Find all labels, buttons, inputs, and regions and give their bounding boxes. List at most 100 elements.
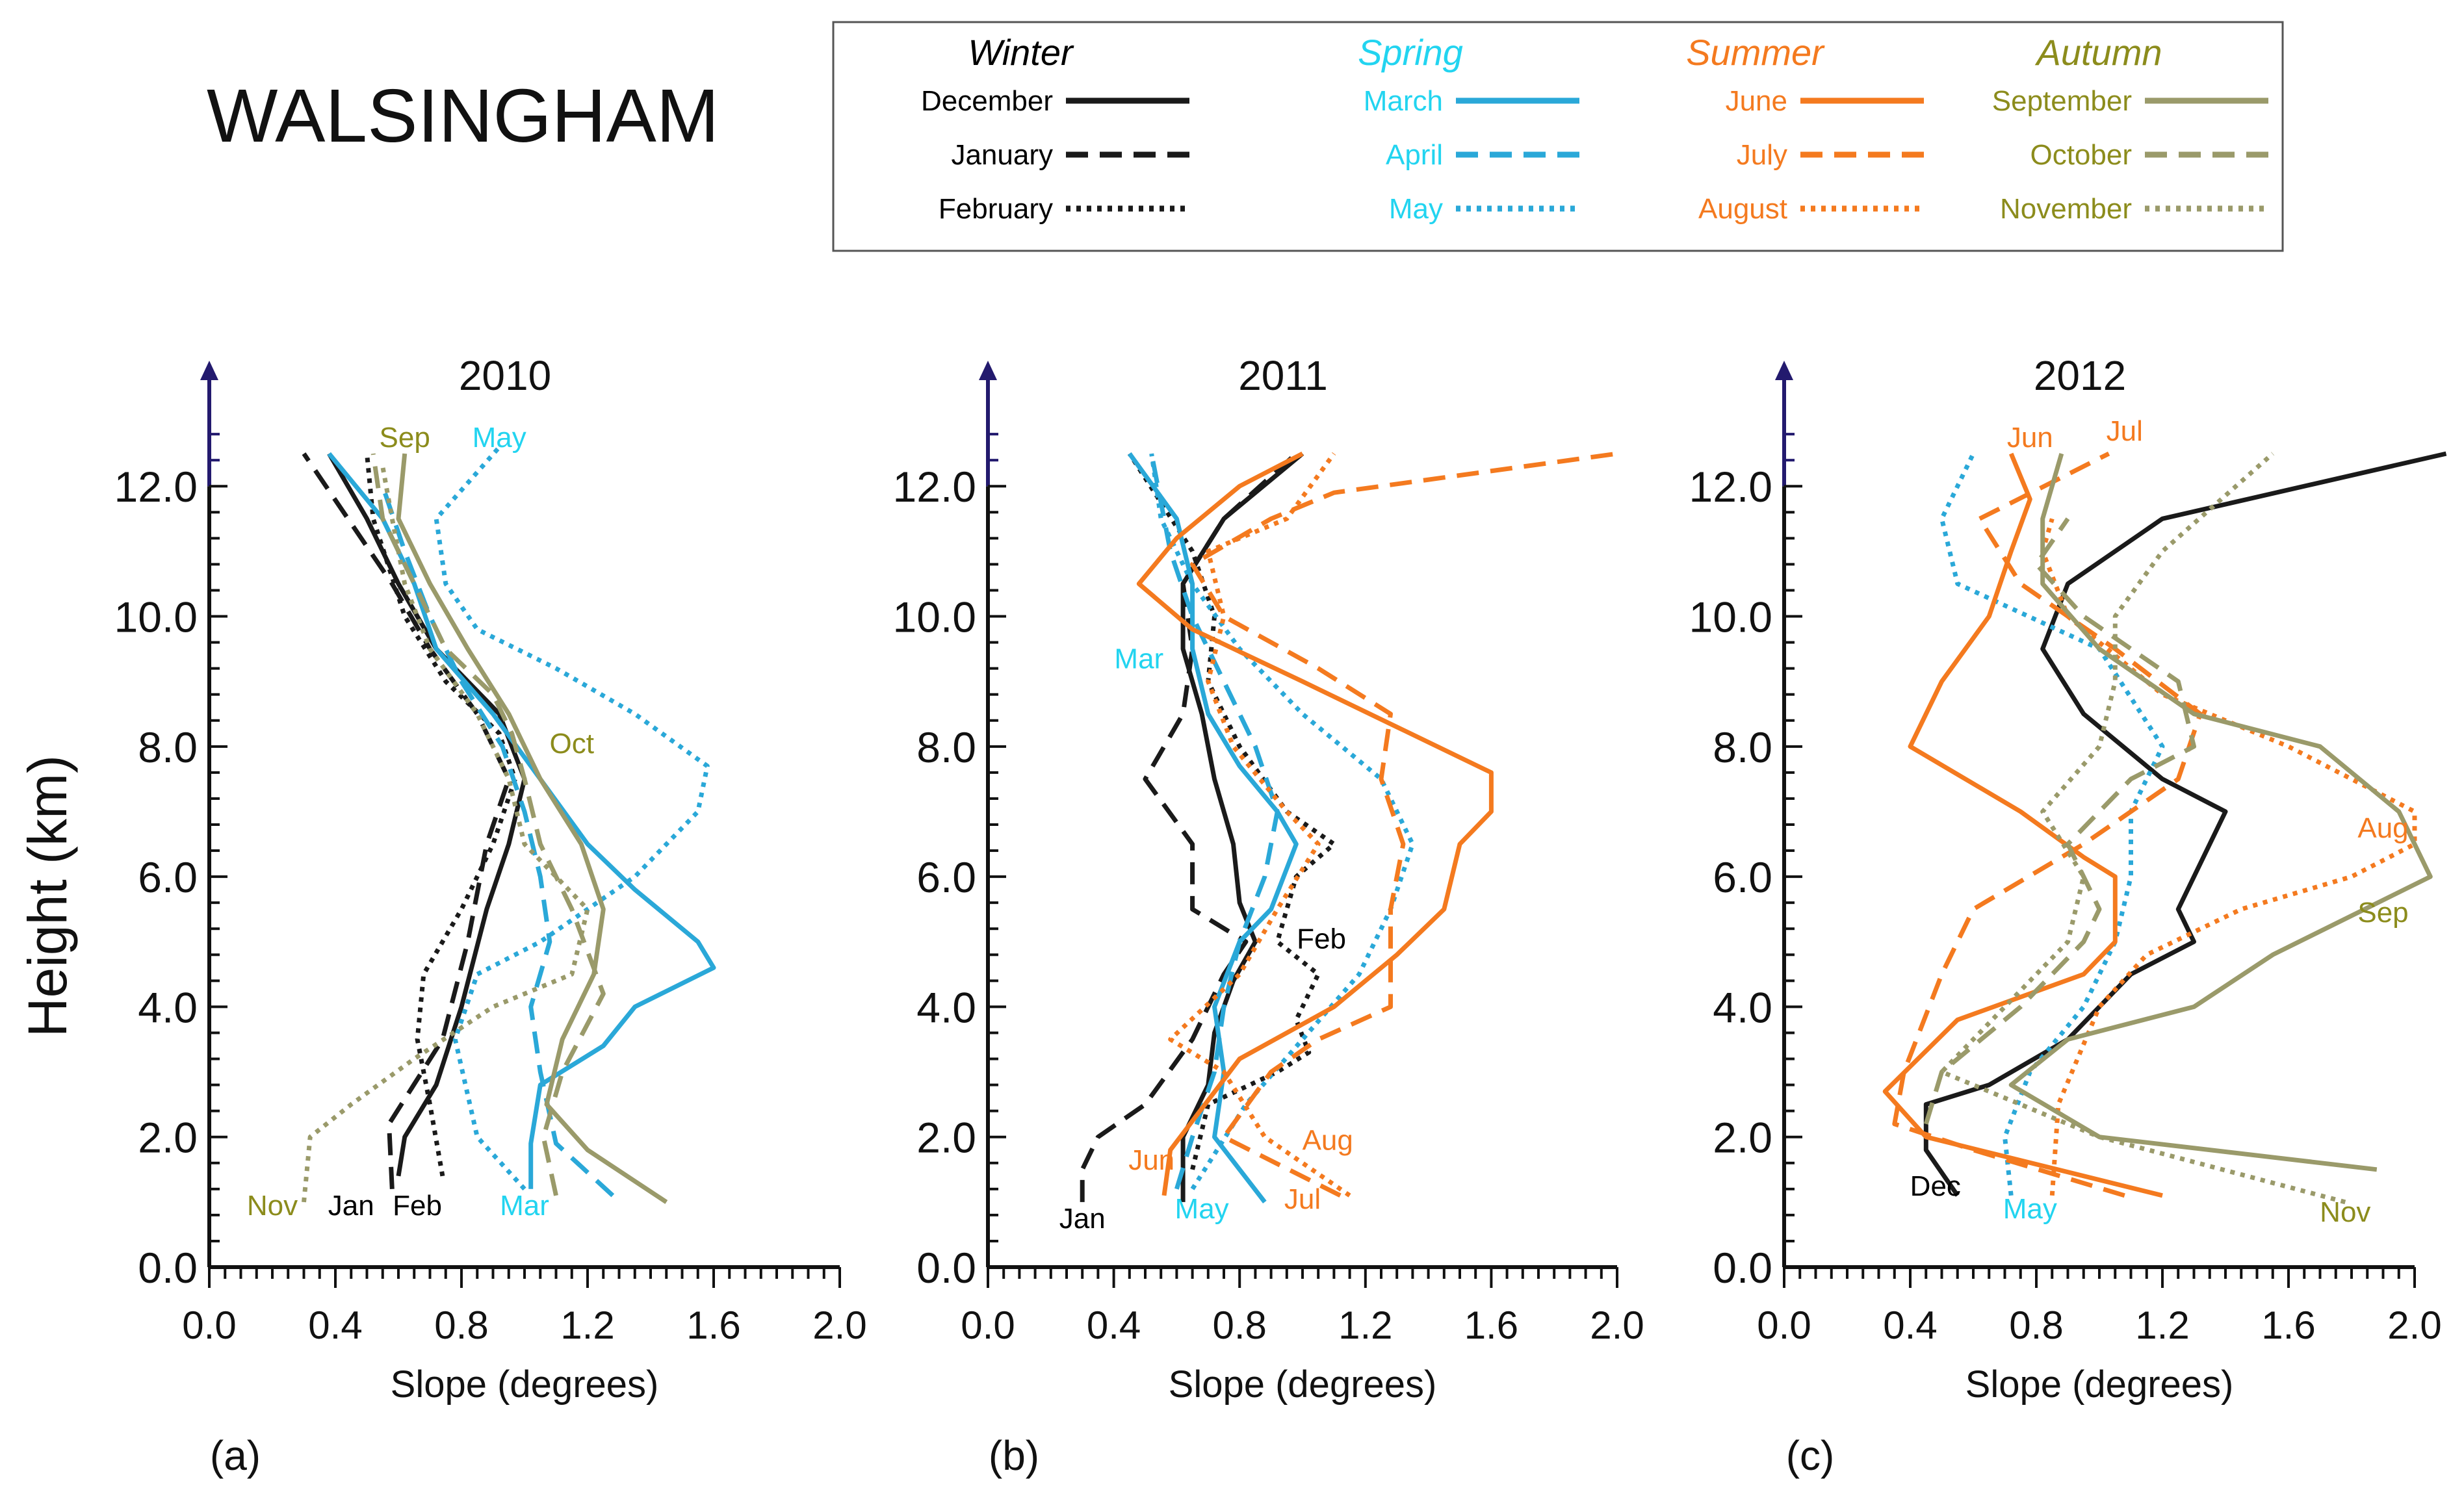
annotation-oct: Oct [550, 728, 594, 760]
series-winter-january [1080, 452, 1298, 1202]
x-tick-label: 0.4 [1087, 1304, 1141, 1347]
series-winter-december [327, 452, 527, 1177]
y-axis-arrow-icon [979, 361, 997, 380]
panels: 2010 0.0 2.0 4.0 6.0 8.0 10.0 12.0 0.0 0.4 0.8 1.2 1… [17, 352, 2447, 1479]
series-summer-august [2040, 518, 2417, 1196]
y-tick-label: 12.0 [1689, 463, 1772, 511]
annotation-may: May [2003, 1193, 2057, 1225]
series-spring-march [327, 452, 716, 1189]
y-tick-label: 8.0 [138, 723, 198, 771]
y-tick-label: 0.0 [1713, 1244, 1772, 1292]
y-axis-arrow-icon [200, 361, 218, 380]
legend-label-march: March [1364, 85, 1443, 117]
figure-title: WALSINGHAM [207, 73, 719, 158]
panel-2011: 2011 0.0 2.0 4.0 6.0 8.0 10.0 12.0 0.0 0.4 0.8 1.2 1… [893, 352, 1644, 1479]
x-tick-label: 1.6 [2261, 1304, 2315, 1347]
x-tick-label: 2.0 [2387, 1304, 2441, 1347]
panel-title-2012: 2012 [2034, 352, 2126, 399]
series-spring-march [1127, 452, 1299, 1204]
annotation-jul: Jul [2107, 415, 2143, 447]
x-axis-label: Slope (degrees) [391, 1363, 659, 1406]
series-summer-august [1168, 452, 1351, 1198]
series-spring-may [1149, 453, 1415, 1190]
x-tick-label: 0.0 [1757, 1304, 1811, 1347]
y-tick-label: 2.0 [138, 1114, 198, 1162]
panel-title-2010: 2010 [459, 352, 551, 399]
series-autumn-october [370, 453, 606, 1196]
series-autumn-september [2008, 453, 2433, 1172]
x-tick-label: 1.2 [2135, 1304, 2189, 1347]
annotation-sep: Sep [2357, 897, 2408, 929]
annotation-jul: Jul [1284, 1183, 1321, 1215]
series-summer-june [1882, 452, 2163, 1198]
annotation-jan: Jan [328, 1190, 374, 1222]
annotation-aug: Aug [2357, 812, 2408, 844]
legend-season-summer: Summer [1686, 32, 1825, 73]
y-tick-label: 8.0 [916, 723, 976, 771]
panel-label: (a) [210, 1432, 261, 1479]
annotation-feb: Feb [1297, 923, 1346, 955]
series-winter-january [302, 452, 512, 1189]
series-spring-may [1939, 452, 2165, 1196]
annotation-mar: Mar [1114, 643, 1163, 675]
x-tick-label: 0.8 [434, 1304, 488, 1347]
series-spring-april [1149, 453, 1280, 1190]
x-tick-label: 1.2 [560, 1304, 614, 1347]
legend-label-september: September [1992, 85, 2132, 117]
x-tick-label: 0.4 [308, 1304, 362, 1347]
x-tick-label: 2.0 [812, 1304, 866, 1347]
x-tick-label: 1.6 [686, 1304, 740, 1347]
panel-label: (c) [1786, 1432, 1835, 1479]
y-tick-label: 10.0 [1689, 593, 1772, 641]
y-tick-label: 8.0 [1713, 723, 1772, 771]
series-autumn-october [1923, 517, 2196, 1125]
y-tick-label: 6.0 [916, 853, 976, 901]
panel-title-2011: 2011 [1238, 352, 1328, 399]
y-tick-label: 10.0 [893, 593, 976, 641]
legend-label-august: August [1698, 193, 1787, 225]
legend-label-february: February [939, 193, 1053, 225]
x-tick-label: 0.8 [2009, 1304, 2063, 1347]
x-tick-label: 2.0 [1590, 1304, 1644, 1347]
legend-label-april: April [1386, 139, 1443, 171]
panel-label: (b) [989, 1432, 1039, 1479]
x-axis-label: Slope (degrees) [1965, 1363, 2234, 1406]
legend-label-november: November [2000, 193, 2132, 225]
y-tick-label: 0.0 [916, 1244, 976, 1292]
x-axis-label: Slope (degrees) [1169, 1363, 1437, 1406]
legend-box [832, 21, 2284, 252]
x-tick-label: 0.0 [961, 1304, 1015, 1347]
annotation-may: May [1175, 1193, 1229, 1225]
annotation-dec: Dec [1910, 1170, 1961, 1202]
legend-label-december: December [921, 85, 1053, 117]
x-tick-label: 0.8 [1212, 1304, 1266, 1347]
y-tick-label: 4.0 [1713, 983, 1772, 1031]
legend-label-may: May [1389, 193, 1443, 225]
legend-label-january: January [951, 139, 1053, 171]
series-autumn-september [396, 453, 668, 1204]
y-axis-arrow-icon [1775, 361, 1793, 380]
panel-2012: 2012 0.0 2.0 4.0 6.0 8.0 10.0 12.0 0.0 0.4 0.8 1.2 1… [1689, 352, 2447, 1479]
y-tick-label: 6.0 [138, 853, 198, 901]
legend: Winter December January February Spring March… [832, 21, 2284, 252]
series-autumn-november [302, 466, 590, 1203]
x-tick-label: 0.4 [1883, 1304, 1937, 1347]
series-spring-may [434, 445, 710, 1191]
y-tick-label: 12.0 [893, 463, 976, 511]
y-tick-label: 4.0 [916, 983, 976, 1031]
legend-label-october: October [2030, 139, 2132, 171]
annotation-nov: Nov [247, 1190, 298, 1222]
y-tick-label: 10.0 [114, 593, 198, 641]
series-summer-june [1136, 451, 1494, 1196]
annotation-may: May [473, 422, 526, 454]
y-tick-label: 2.0 [1713, 1114, 1772, 1162]
x-tick-label: 1.2 [1338, 1304, 1392, 1347]
panel-2010: 2010 0.0 2.0 4.0 6.0 8.0 10.0 12.0 0.0 0.4 0.8 1.2 1… [17, 352, 867, 1479]
y-tick-label: 0.0 [138, 1244, 198, 1292]
annotation-jan: Jan [1059, 1203, 1106, 1235]
y-tick-label: 2.0 [916, 1114, 976, 1162]
y-tick-label: 12.0 [114, 463, 198, 511]
annotation-sep: Sep [380, 422, 430, 454]
annotation-jun: Jun [2007, 422, 2053, 454]
series-summer-july [1190, 451, 1618, 1198]
